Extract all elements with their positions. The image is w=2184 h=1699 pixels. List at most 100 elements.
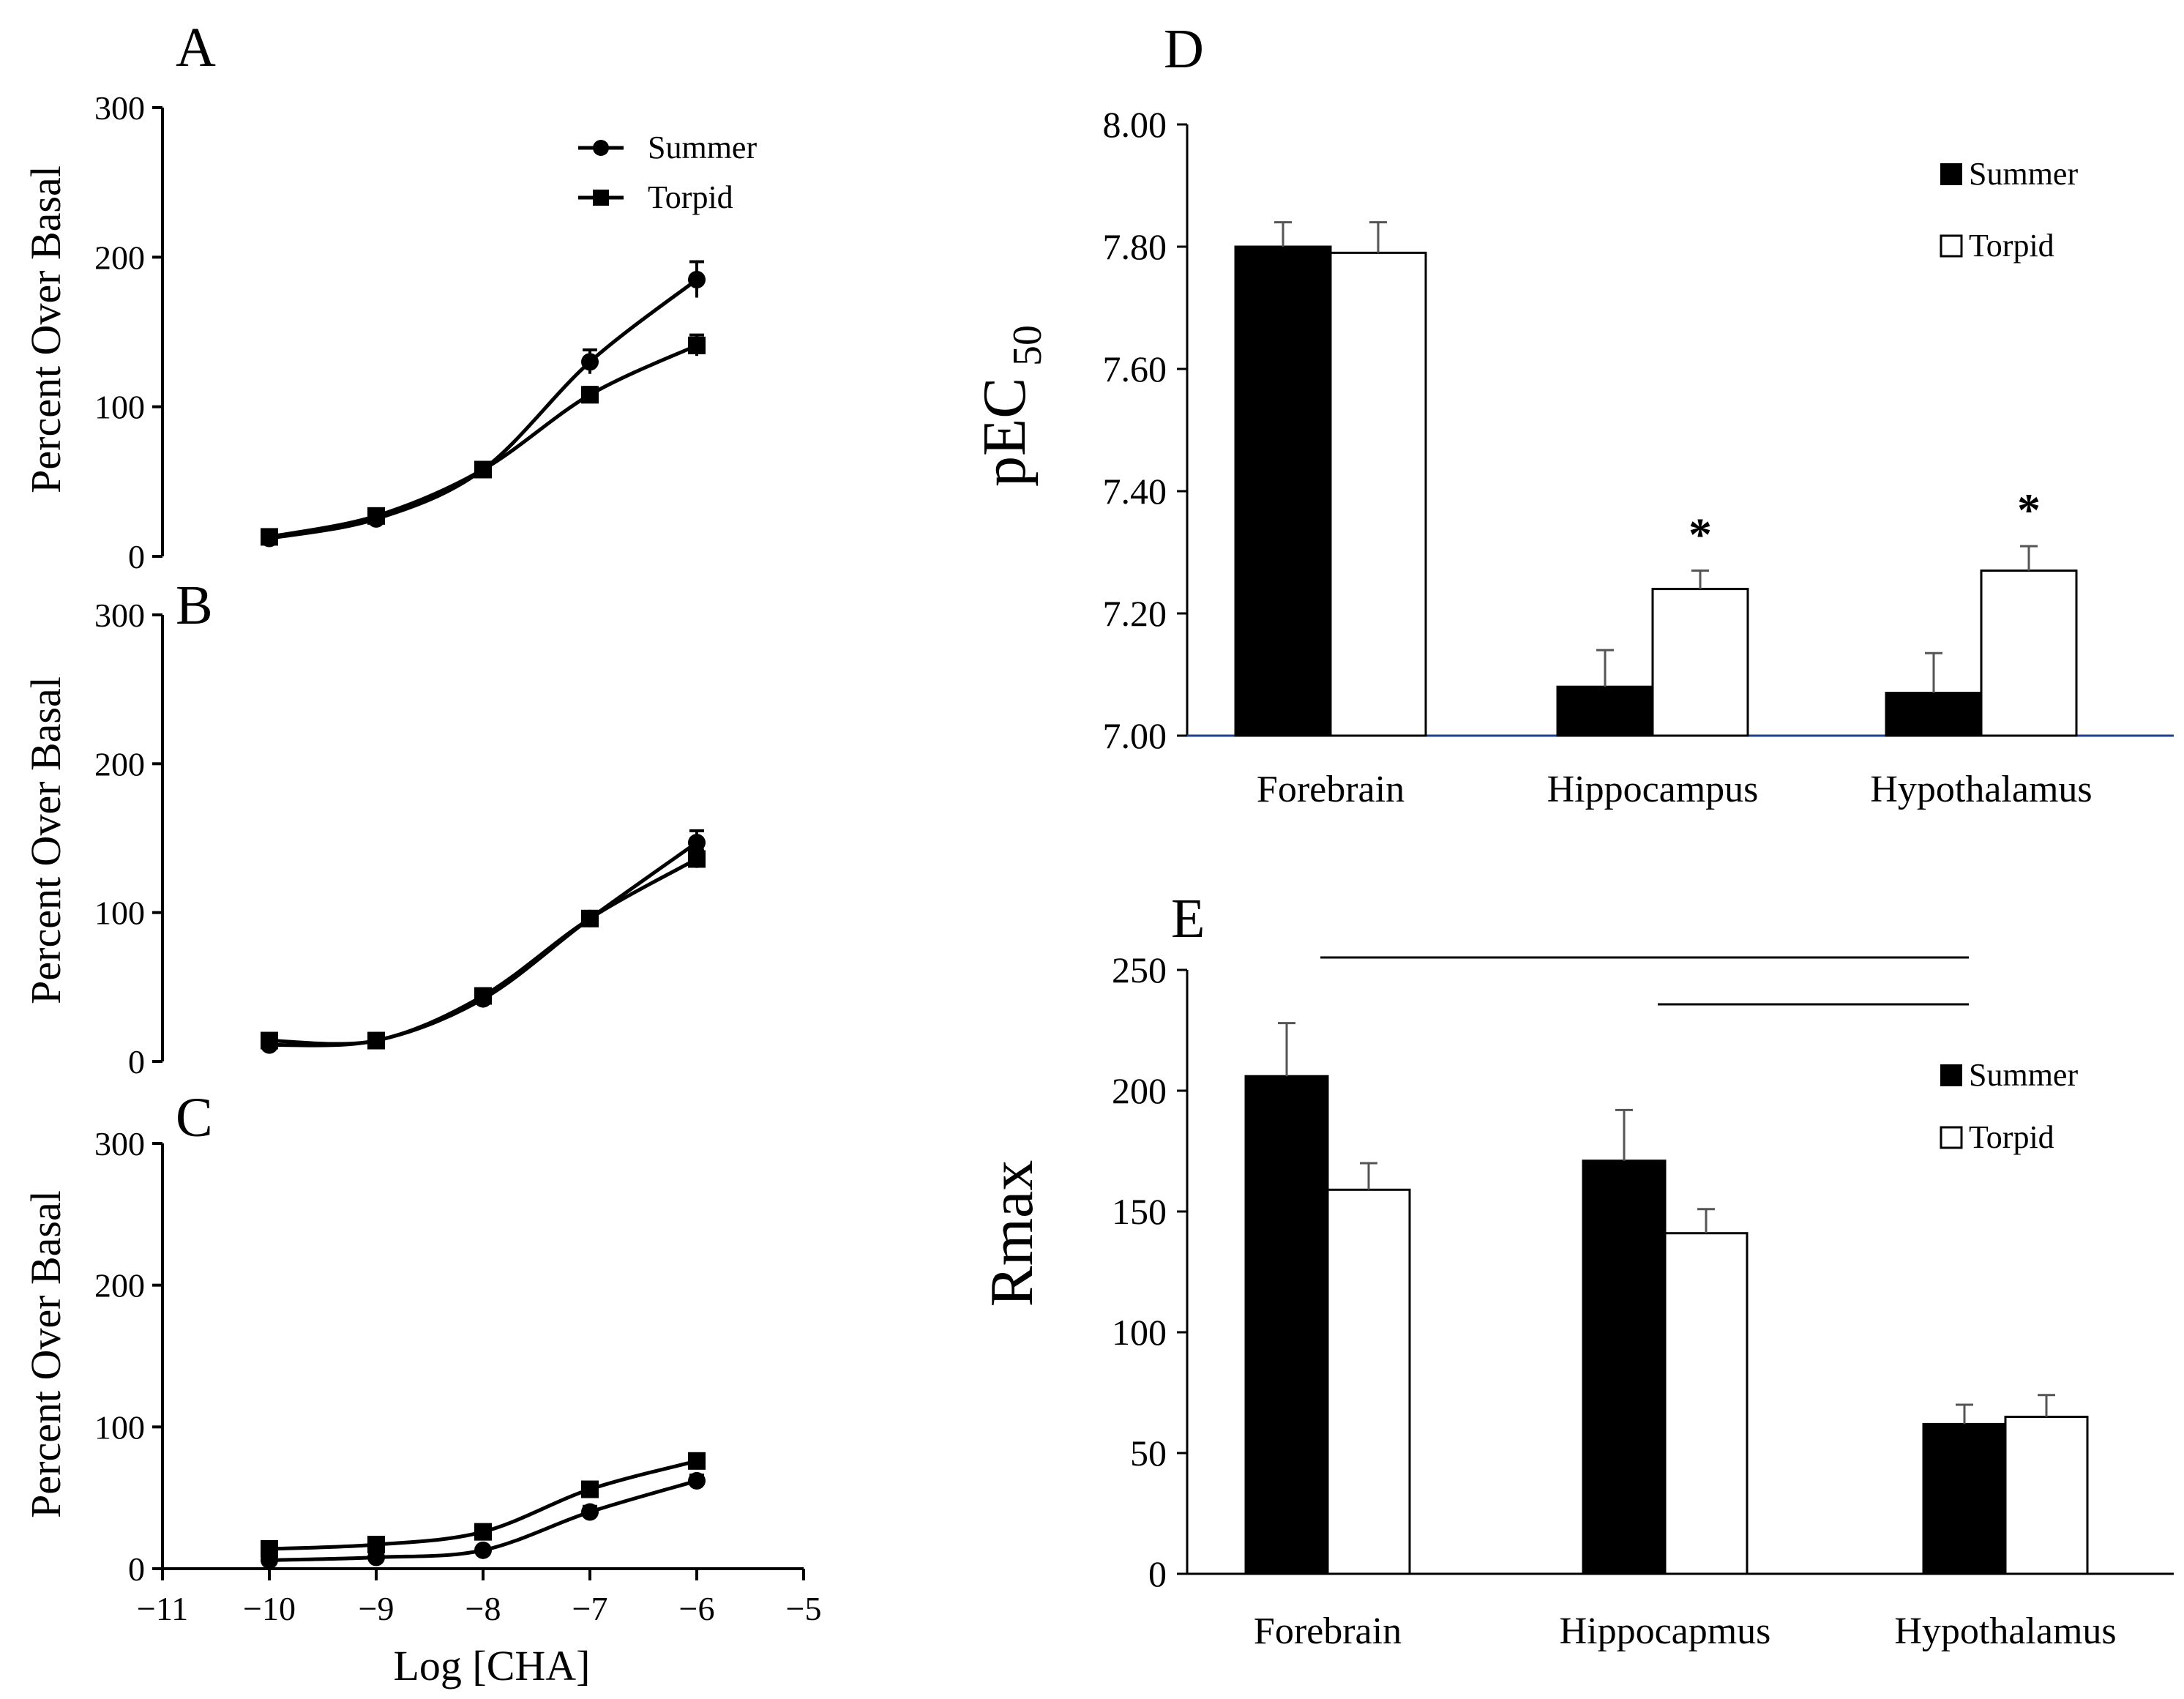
panel-c-torpid-point — [474, 1523, 492, 1541]
panel-b-letter: B — [176, 575, 213, 636]
panel-c-summer-point — [474, 1541, 492, 1559]
panel-a-summer-point — [581, 353, 599, 371]
panel-a-letter: A — [176, 17, 216, 78]
panel-c-y-tick-label: 0 — [128, 1550, 145, 1588]
panel-c-torpid-point — [581, 1480, 599, 1498]
panel-d-significance-asterisk: * — [1689, 509, 1712, 561]
panel-a-legend-summer: Summer — [648, 130, 757, 165]
panel-e-bar-torpid — [1326, 1188, 1411, 1575]
panel-a-y-tick-label: 100 — [94, 389, 145, 426]
panel-d-y-tick-label: 7.40 — [1103, 471, 1167, 512]
panel-a-y-axis-title: Percent Over Basal — [22, 165, 70, 493]
panel-c-torpid-point — [261, 1539, 278, 1558]
panel-b-summer-point — [688, 834, 706, 852]
panel-b: B Percent Over Basal 0 100 200 300 — [22, 575, 706, 1080]
panel-a-torpid-point — [261, 528, 278, 546]
panel-c-torpid-point — [367, 1536, 385, 1554]
panel-a-series — [261, 260, 706, 548]
panel-c-summer-point — [581, 1503, 599, 1521]
panel-c-x-tick-label: −9 — [359, 1590, 394, 1627]
panel-a-y-tick-label: 300 — [94, 89, 145, 127]
panel-d-y-axis-title: pEC 50 — [971, 325, 1050, 487]
panel-d-bar-torpid — [1651, 588, 1749, 737]
panel-a: A Percent Over Basal 0 100 200 300 Summer T… — [22, 17, 757, 575]
panel-d-axes: 7.00 7.20 7.40 7.60 7.80 8.00 Forebrain Hippoca… — [1103, 104, 2174, 810]
panel-e-y-tick-label: 100 — [1112, 1312, 1167, 1353]
panel-b-y-axis-title: Percent Over Basal — [22, 676, 70, 1004]
panel-d: D pEC 50 7.00 7.20 7.40 7.60 7.80 8.00 Forebra… — [971, 18, 2174, 810]
panel-b-y-tick-label: 100 — [94, 895, 145, 932]
panel-b-torpid-point — [581, 909, 599, 927]
panel-c-x-tick-label: −6 — [679, 1590, 715, 1627]
panel-d-legend-summer: Summer — [1969, 156, 2078, 192]
panel-c-y-tick-label: 100 — [94, 1408, 145, 1446]
panel-e-bar-summer — [1922, 1422, 2007, 1575]
legend-torpid-marker — [593, 190, 609, 206]
panel-e-y-tick-label: 150 — [1112, 1191, 1167, 1232]
legend-torpid-swatch — [1940, 234, 1963, 258]
panel-c-x-tick-label: −8 — [465, 1590, 501, 1627]
panel-a-legend: Summer Torpid — [578, 130, 757, 215]
panel-d-bar-torpid — [1980, 570, 2078, 737]
panel-e-category-label: Forebrain — [1254, 1610, 1402, 1652]
panel-a-y-tick-label: 200 — [94, 239, 145, 276]
panel-b-series — [261, 829, 706, 1054]
panel-c-x-axis-title: Log [CHA] — [393, 1642, 590, 1689]
panel-e-bar-summer — [1582, 1160, 1667, 1575]
panel-e-category-label: Hypothalamus — [1894, 1610, 2116, 1652]
panel-d-y-tick-label: 7.00 — [1103, 715, 1167, 756]
panel-c-letter: C — [176, 1087, 213, 1149]
panel-a-axes: 0 100 200 300 — [94, 89, 164, 575]
panel-b-torpid-point — [474, 987, 492, 1005]
panel-a-legend-torpid: Torpid — [648, 179, 733, 215]
panel-d-y-tick-label: 7.80 — [1103, 226, 1167, 267]
legend-summer-marker — [593, 140, 609, 156]
panel-a-y-tick-label: 0 — [128, 538, 145, 575]
panel-d-y-title-main: pEC — [971, 378, 1039, 487]
panel-c-x-tick-label: −10 — [243, 1590, 296, 1627]
panel-d-y-title-sub: 50 — [1005, 325, 1050, 366]
panel-e-legend-summer: Summer — [1969, 1057, 2078, 1093]
panel-e-legend-torpid: Torpid — [1969, 1119, 2054, 1155]
panel-b-y-tick-label: 300 — [94, 597, 145, 634]
panel-e-category-label: Hippocapmus — [1560, 1610, 1771, 1652]
panel-b-torpid-point — [261, 1031, 278, 1050]
legend-summer-swatch — [1940, 1064, 1962, 1086]
panel-c-axes: 0 100 200 300 −11 −10 −9 −8 −7 −6 −5 — [94, 1125, 821, 1627]
panel-d-category-label: Forebrain — [1257, 769, 1405, 810]
panel-d-bar-summer — [1234, 245, 1332, 737]
panel-e-letter: E — [1171, 888, 1205, 949]
panel-c-x-tick-label: −5 — [786, 1590, 822, 1627]
panel-e-y-tick-label: 50 — [1130, 1433, 1167, 1474]
panel-d-y-tick-label: 8.00 — [1103, 104, 1167, 145]
panel-c-y-tick-label: 300 — [94, 1125, 145, 1162]
panel-d-bar-summer — [1556, 685, 1654, 737]
panel-d-legend: Summer Torpid — [1940, 156, 2078, 264]
panel-d-y-tick-label: 7.60 — [1103, 348, 1167, 389]
panel-e-y-tick-label: 250 — [1112, 949, 1167, 990]
panel-e-legend: Summer Torpid — [1940, 1057, 2078, 1155]
panel-a-torpid-point — [474, 460, 492, 479]
panel-e-bar-torpid — [1664, 1232, 1749, 1575]
panel-b-y-tick-label: 200 — [94, 745, 145, 783]
panel-d-significance-asterisk: * — [2017, 484, 2041, 536]
panel-d-category-label: Hypothalamus — [1870, 769, 2092, 810]
panel-e-bars — [1244, 956, 2089, 1575]
panel-a-torpid-point — [688, 336, 706, 354]
panel-b-axes: 0 100 200 300 — [94, 597, 164, 1080]
panel-c-x-tick-label: −11 — [137, 1590, 188, 1627]
panel-d-category-label: Hippocampus — [1547, 769, 1759, 810]
panel-a-torpid-point — [581, 386, 599, 404]
panel-b-y-tick-label: 0 — [128, 1043, 145, 1080]
panel-c-x-tick-label: −7 — [572, 1590, 608, 1627]
panel-c-y-axis-title: Percent Over Basal — [22, 1190, 70, 1518]
panel-d-legend-torpid: Torpid — [1969, 228, 2054, 264]
panel-b-torpid-point — [688, 850, 706, 868]
panel-c: C Percent Over Basal Log [CHA] 0 100 200 30… — [22, 1087, 821, 1689]
panel-c-series — [261, 1452, 706, 1569]
panel-a-summer-point — [688, 270, 706, 288]
panel-b-torpid-point — [367, 1031, 385, 1050]
panel-d-letter: D — [1164, 18, 1204, 80]
panel-d-bar-torpid — [1329, 251, 1427, 737]
